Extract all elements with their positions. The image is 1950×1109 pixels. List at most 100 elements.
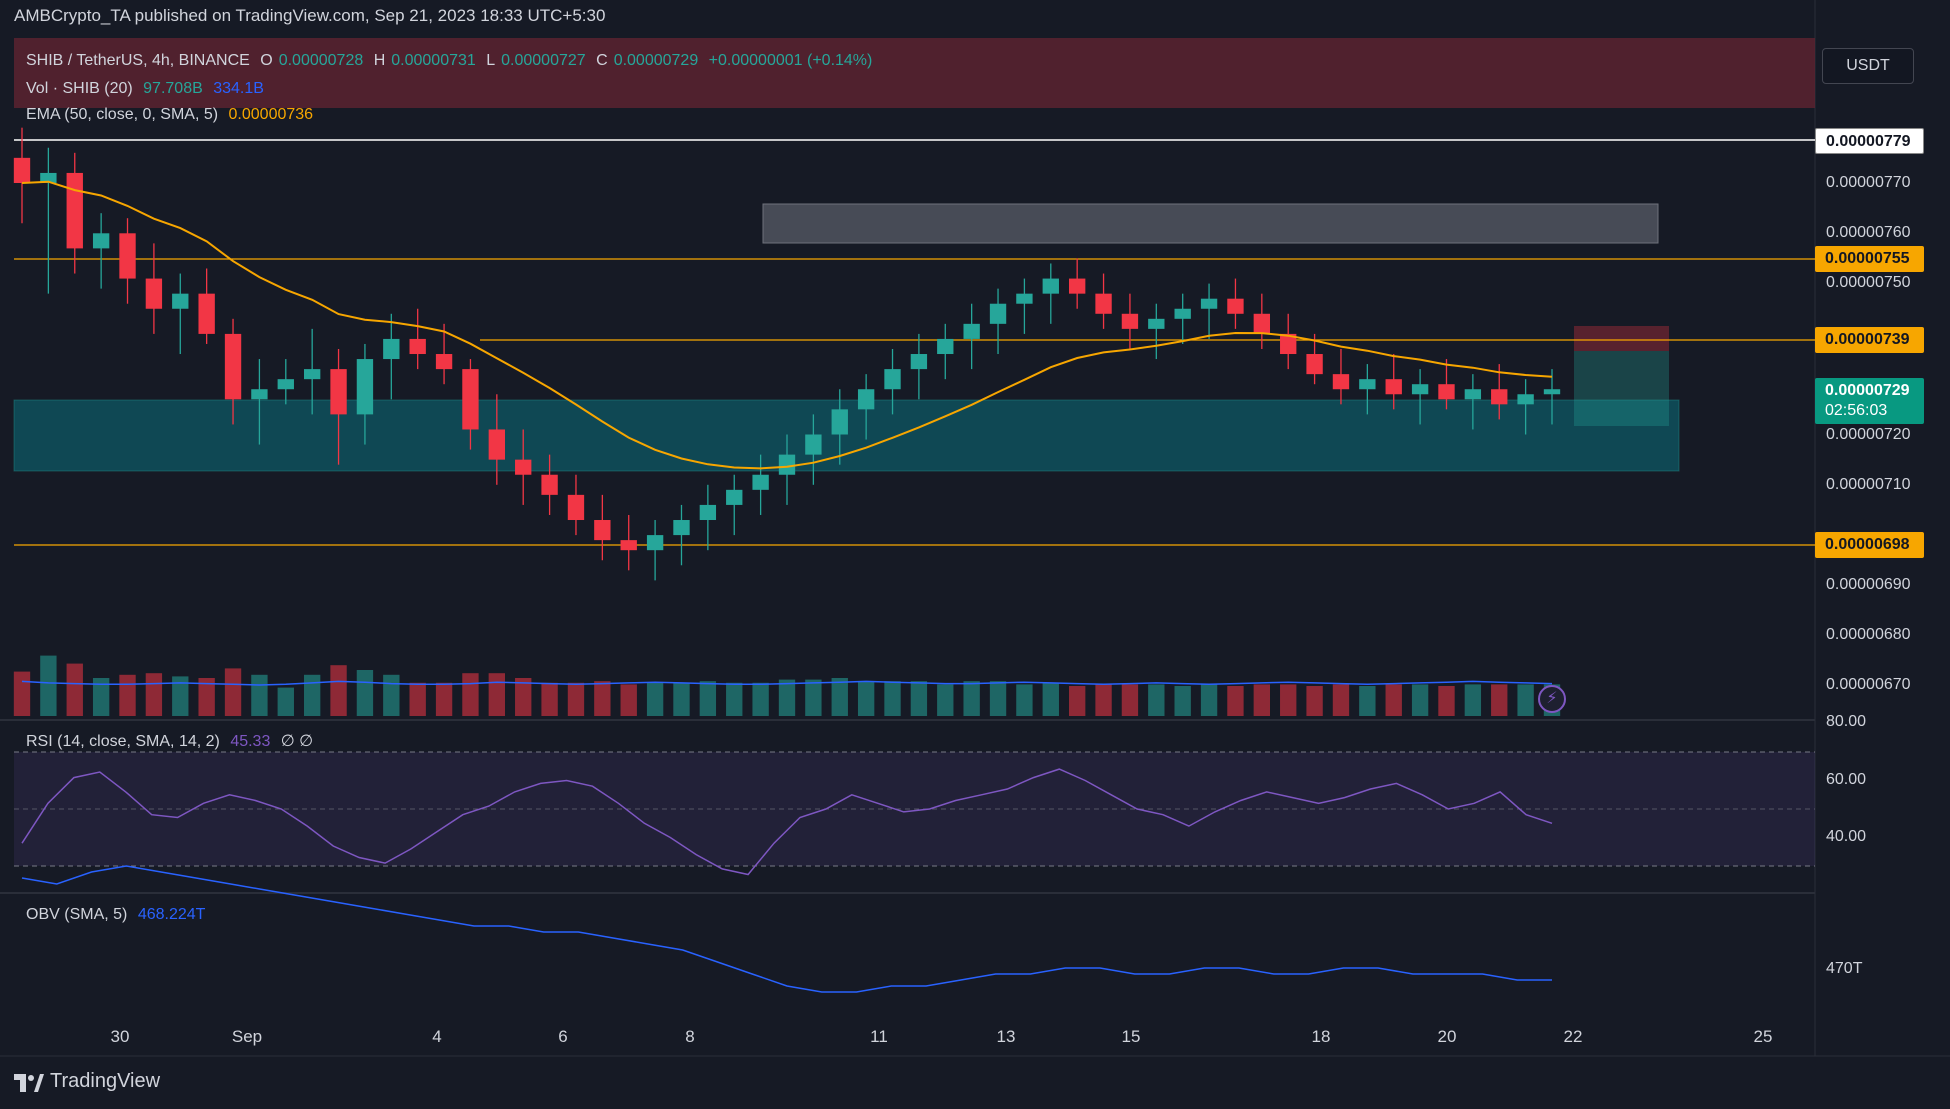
ema-legend: EMA (50, close, 0, SMA, 5) 0.00000736 (26, 106, 319, 124)
current-price-tag: 0.00000729 02:56:03 (1815, 378, 1924, 424)
candle-body (1359, 379, 1376, 390)
volume-bar (303, 674, 321, 716)
time-axis-label: 20 (1437, 1027, 1457, 1046)
close-key: C (596, 52, 608, 69)
volume-bar (1438, 686, 1455, 716)
candle-body (1148, 318, 1165, 329)
price-axis-label: 0.00000710 (1826, 476, 1911, 493)
candle-body (937, 338, 954, 355)
rsi-extra: ∅ ∅ (280, 733, 314, 750)
volume-ma-value: 334.1B (213, 80, 264, 97)
time-axis-label: 18 (1311, 1027, 1331, 1046)
volume-bar (145, 673, 163, 716)
brand-name: TradingView (50, 1070, 161, 1092)
obv-line (21, 865, 1552, 993)
publisher-header: AMBCrypto_TA published on TradingView.co… (14, 6, 606, 25)
candle-body (330, 369, 347, 415)
volume-bar (726, 682, 743, 716)
rsi-axis-label: 80.00 (1826, 713, 1867, 730)
obv-legend: OBV (SMA, 5) 468.224T (26, 906, 211, 924)
volume-bar (1016, 684, 1033, 716)
candle-body (251, 389, 268, 400)
candle-body (383, 338, 400, 360)
candle-countdown: 02:56:03 (1825, 402, 1888, 419)
ema-line (21, 180, 1553, 470)
price-axis-label: 0.00000770 (1826, 174, 1911, 191)
volume-bar (1042, 682, 1059, 716)
lightning-icon[interactable]: ⚡ (1538, 685, 1566, 713)
candle-body (752, 474, 769, 490)
close-value: 0.00000729 (613, 52, 699, 69)
candle-body (1464, 389, 1482, 400)
stop-loss-box (1574, 326, 1669, 351)
rsi-label: RSI (14, close, SMA, 14, 2) (26, 733, 220, 750)
supply-zone (14, 38, 1815, 108)
obv-label: OBV (SMA, 5) (26, 906, 128, 923)
volume-bar (937, 684, 954, 716)
volume-bar (567, 682, 585, 716)
candle-body (699, 504, 717, 521)
high-value: 0.00000731 (391, 52, 476, 69)
time-axis-label: 8 (685, 1027, 695, 1046)
candle-body (172, 293, 189, 309)
current-price-value: 0.00000729 (1825, 382, 1910, 399)
candle-body (1042, 278, 1059, 294)
candle-body (409, 338, 426, 355)
volume-bar (13, 671, 31, 716)
ema-value: 0.00000736 (228, 106, 314, 123)
volume-bar (1491, 684, 1508, 716)
candle-body (831, 409, 848, 435)
candle-body (673, 520, 690, 536)
candle-body (1306, 354, 1323, 375)
ema-label: EMA (50, close, 0, SMA, 5) (26, 106, 219, 123)
candle-body (1517, 394, 1534, 405)
candle-body (1332, 374, 1350, 390)
price-axis-label: 0.00000750 (1826, 274, 1911, 291)
volume-bar (515, 678, 532, 716)
symbol-name: SHIB / TetherUS, 4h, BINANCE (26, 52, 250, 69)
volume-bar (488, 673, 506, 716)
candle-body (92, 233, 110, 249)
volume-bar (963, 681, 980, 716)
volume-bar (1068, 686, 1086, 716)
volume-bar (1464, 684, 1482, 716)
candle-body (435, 354, 453, 370)
volume-bar (92, 678, 110, 716)
volume-bar (1332, 684, 1350, 716)
time-axis-label: 11 (870, 1027, 888, 1046)
rsi-axis-label: 60.00 (1826, 771, 1867, 788)
time-axis-label: Sep (231, 1027, 263, 1046)
candle-body (66, 172, 83, 249)
volume-bar (330, 665, 347, 716)
volume-bar (1280, 684, 1297, 716)
volume-bar (1359, 686, 1376, 716)
volume-bar (805, 679, 822, 716)
volume-bar (277, 687, 294, 716)
volume-value: 97.708B (143, 80, 203, 97)
open-value: 0.00000728 (278, 52, 364, 69)
candle-body (1411, 384, 1429, 395)
resistance-price-tag: 0.00000779 (1815, 128, 1924, 154)
candle-body (515, 459, 532, 475)
volume-bar (1385, 684, 1402, 716)
volume-label: Vol · SHIB (20) (26, 80, 133, 97)
volume-ma-line (21, 680, 1553, 686)
volume-bar (198, 678, 215, 716)
time-axis-label: 25 (1753, 1027, 1773, 1046)
volume-bar (251, 674, 268, 716)
price-axis-label: 0.00000760 (1826, 224, 1911, 241)
volume-bar (1148, 684, 1165, 716)
take-profit-box (1574, 351, 1669, 426)
candle-body (1174, 308, 1191, 319)
candle-body (1200, 298, 1218, 309)
volume-bar (1227, 686, 1244, 716)
candle-body (1253, 313, 1271, 334)
volume-bar (224, 668, 242, 716)
currency-button[interactable]: USDT (1822, 48, 1914, 84)
volume-bar (383, 674, 400, 716)
volume-bar (1306, 686, 1323, 716)
volume-bar (356, 670, 374, 716)
price-axis-label: 0.00000680 (1826, 626, 1911, 643)
volume-bar (1200, 684, 1218, 716)
